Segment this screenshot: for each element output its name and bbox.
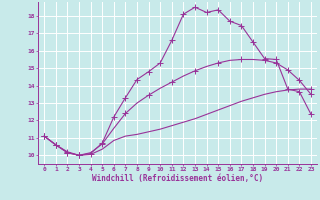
X-axis label: Windchill (Refroidissement éolien,°C): Windchill (Refroidissement éolien,°C)	[92, 174, 263, 183]
